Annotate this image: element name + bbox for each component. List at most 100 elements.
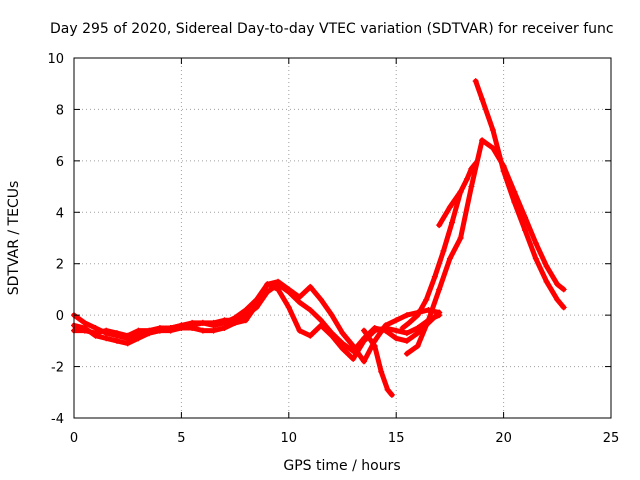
data-point: [388, 391, 395, 398]
data-point: [339, 345, 346, 352]
data-point: [532, 240, 539, 247]
data-point: [511, 199, 518, 205]
data-point: [242, 317, 249, 324]
data-point: [560, 286, 567, 293]
data-point: [103, 335, 110, 342]
data-point: [489, 127, 496, 133]
x-tick-label: 10: [281, 431, 298, 446]
series-line: [473, 78, 567, 310]
data-point: [479, 96, 486, 103]
data-point: [328, 332, 335, 339]
series-line: [400, 189, 464, 331]
data-point: [232, 319, 239, 326]
data-point: [436, 286, 443, 293]
data-point: [81, 319, 88, 326]
data-point: [532, 255, 539, 262]
data-point: [436, 309, 443, 316]
data-point: [318, 322, 325, 329]
data-point: [472, 78, 479, 85]
data-point: [436, 222, 443, 229]
data-point: [457, 188, 464, 195]
y-tick-label: 2: [56, 258, 64, 273]
series-track-g: [360, 327, 395, 398]
data-point: [103, 330, 110, 337]
data-point: [210, 322, 217, 329]
data-point: [554, 281, 561, 288]
data-point: [156, 327, 163, 334]
data-point: [285, 286, 292, 293]
data-point: [403, 330, 410, 337]
data-point: [360, 337, 367, 344]
data-point: [296, 327, 303, 334]
data-point: [522, 227, 529, 234]
data-point: [399, 325, 406, 331]
data-point: [464, 175, 471, 182]
data-point: [403, 350, 410, 357]
data-point: [92, 325, 99, 331]
data-point: [403, 337, 410, 344]
data-point: [414, 325, 421, 331]
y-tick-label: 0: [56, 309, 64, 324]
series-line: [71, 279, 442, 364]
data-point: [221, 319, 228, 326]
data-point: [318, 317, 325, 324]
data-series: [71, 78, 567, 398]
series-line: [404, 137, 567, 357]
data-point: [124, 335, 131, 342]
data-point: [253, 301, 260, 308]
data-point: [275, 286, 282, 293]
data-point: [479, 137, 486, 144]
data-point: [403, 312, 410, 319]
data-point: [382, 322, 389, 329]
data-point: [307, 332, 314, 339]
x-tick-label: 25: [603, 431, 620, 446]
data-point: [371, 327, 378, 334]
data-point: [522, 214, 529, 221]
data-point: [560, 304, 567, 311]
y-tick-label: 4: [56, 206, 64, 221]
data-point: [350, 343, 357, 349]
data-point: [92, 332, 99, 339]
data-point: [210, 327, 217, 334]
data-point: [406, 319, 413, 326]
data-point: [457, 235, 464, 241]
data-point: [81, 325, 88, 331]
data-point: [431, 273, 438, 280]
series-line: [71, 281, 442, 362]
data-point: [146, 330, 153, 337]
series-track-e: [403, 137, 567, 357]
y-tick-label: 6: [56, 155, 64, 170]
y-tick-label: 10: [47, 52, 64, 67]
data-point: [189, 319, 196, 326]
data-point: [221, 325, 228, 331]
data-point: [328, 312, 335, 319]
data-point: [350, 355, 357, 362]
data-point: [113, 337, 120, 344]
y-tick-label: 8: [56, 103, 64, 118]
data-point: [378, 368, 385, 375]
x-axis-label: GPS time / hours: [283, 458, 400, 474]
data-point: [167, 327, 174, 334]
data-point: [264, 281, 271, 288]
data-point: [472, 160, 479, 167]
data-point: [393, 335, 400, 342]
data-point: [178, 325, 185, 331]
data-point: [124, 340, 131, 347]
data-point: [199, 327, 206, 334]
y-axis-label: SDTVAR / TECUs: [6, 181, 22, 296]
data-point: [543, 263, 550, 270]
data-point: [285, 304, 292, 311]
x-tick-label: 20: [495, 431, 512, 446]
data-point: [449, 219, 456, 226]
data-point: [296, 294, 303, 301]
series-track-b: [71, 281, 443, 362]
data-point: [423, 296, 430, 303]
series-track-f: [472, 78, 567, 311]
data-point: [296, 299, 303, 306]
data-point: [199, 319, 206, 326]
y-tick-label: -4: [51, 412, 64, 427]
y-tick-label: -2: [51, 361, 64, 376]
data-point: [414, 330, 421, 337]
data-point: [468, 165, 475, 172]
